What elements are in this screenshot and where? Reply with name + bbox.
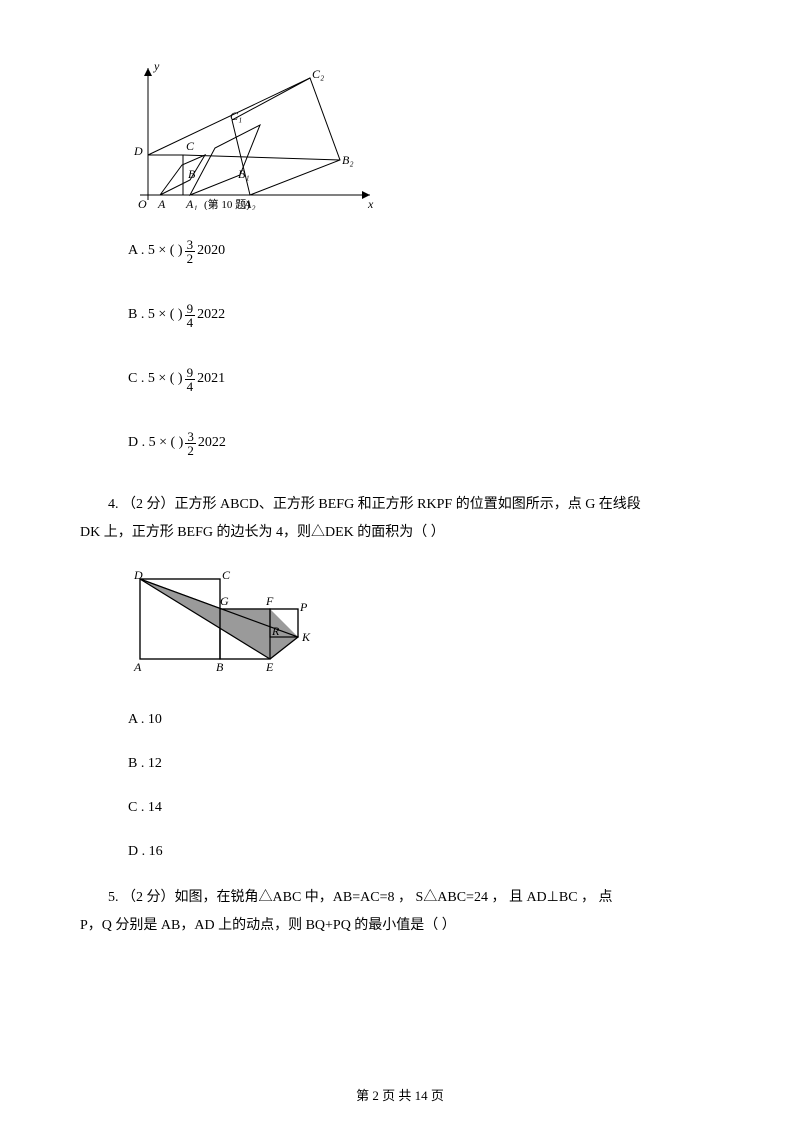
svg-text:R: R — [271, 624, 280, 638]
q3-b-suffix: 2022 — [197, 307, 225, 323]
svg-text:A₁: A₁ — [185, 197, 198, 210]
q5-line1: 如图，在锐角△ABC 中，AB=AC=8 ， S△ABC=24 ， 且 AD⊥B… — [175, 890, 613, 905]
figure-q4-svg: D C A B E G F P K R — [120, 567, 330, 687]
svg-text:A: A — [133, 660, 142, 674]
svg-text:B₂: B₂ — [342, 153, 354, 167]
q3-c-frac: 9 4 — [185, 366, 196, 393]
q3-d-suffix: 2022 — [198, 435, 226, 451]
q3-a-suffix: 2020 — [197, 243, 225, 259]
figure-q4: D C A B E G F P K R — [120, 567, 720, 687]
q3-c-prefix: C . 5 × ( ) — [128, 371, 183, 387]
svg-text:D: D — [133, 144, 143, 158]
q3-option-b: B . 5 × ( ) 9 4 2022 — [128, 299, 720, 331]
svg-text:B: B — [188, 167, 196, 181]
q4-number: 4. — [108, 497, 122, 512]
q5-text: 5. （2 分）如图，在锐角△ABC 中，AB=AC=8 ， S△ABC=24 … — [80, 884, 720, 940]
q3-a-frac: 3 2 — [185, 238, 196, 265]
svg-text:C₂: C₂ — [312, 67, 324, 81]
svg-text:D: D — [133, 568, 143, 582]
svg-text:y: y — [153, 60, 160, 73]
q3-option-d: D . 5 × ( ) 3 2 2022 — [128, 427, 720, 459]
svg-text:P: P — [299, 600, 308, 614]
svg-text:x: x — [367, 197, 374, 210]
svg-text:K: K — [301, 630, 311, 644]
q4-line1: 正方形 ABCD、正方形 BEFG 和正方形 RKPF 的位置如图所示，点 G … — [175, 497, 641, 512]
svg-text:B₁: B₁ — [238, 167, 250, 181]
svg-text:C₁: C₁ — [230, 109, 242, 123]
q5-points: （2 分） — [122, 890, 175, 905]
q4-text: 4. （2 分）正方形 ABCD、正方形 BEFG 和正方形 RKPF 的位置如… — [80, 491, 720, 547]
svg-text:C: C — [222, 568, 231, 582]
q3-a-prefix: A . 5 × ( ) — [128, 243, 183, 259]
q3-option-c: C . 5 × ( ) 9 4 2021 — [128, 363, 720, 395]
q3-option-a: A . 5 × ( ) 3 2 2020 — [128, 235, 720, 267]
svg-text:A: A — [157, 197, 166, 210]
svg-text:C: C — [186, 139, 195, 153]
svg-text:O: O — [138, 197, 147, 210]
q4-option-d: D . 16 — [128, 844, 720, 862]
q5-number: 5. — [108, 890, 122, 905]
svg-text:(第 10 题): (第 10 题) — [204, 197, 250, 210]
svg-text:F: F — [265, 594, 274, 608]
q4-option-a: A . 10 — [128, 712, 720, 730]
q3-c-suffix: 2021 — [197, 371, 225, 387]
figure-q3: y x O A A₁ A₂ D C B B₁ B₂ C₁ C₂ (第 10 题) — [120, 60, 720, 210]
figure-q3-svg: y x O A A₁ A₂ D C B B₁ B₂ C₁ C₂ (第 10 题) — [120, 60, 380, 210]
q4-option-c: C . 14 — [128, 800, 720, 818]
svg-text:E: E — [265, 660, 274, 674]
svg-text:G: G — [220, 594, 229, 608]
q3-d-frac: 3 2 — [185, 430, 196, 457]
q4-line2: DK 上，正方形 BEFG 的边长为 4，则△DEK 的面积为（ ） — [80, 519, 445, 547]
page-footer: 第 2 页 共 14 页 — [0, 1085, 800, 1104]
q3-d-prefix: D . 5 × ( ) — [128, 435, 183, 451]
q4-points: （2 分） — [122, 497, 175, 512]
q3-b-frac: 9 4 — [185, 302, 196, 329]
q4-option-b: B . 12 — [128, 756, 720, 774]
q5-line2: P，Q 分别是 AB，AD 上的动点，则 BQ+PQ 的最小值是（ ） — [80, 912, 456, 940]
svg-text:B: B — [216, 660, 224, 674]
q3-b-prefix: B . 5 × ( ) — [128, 307, 183, 323]
